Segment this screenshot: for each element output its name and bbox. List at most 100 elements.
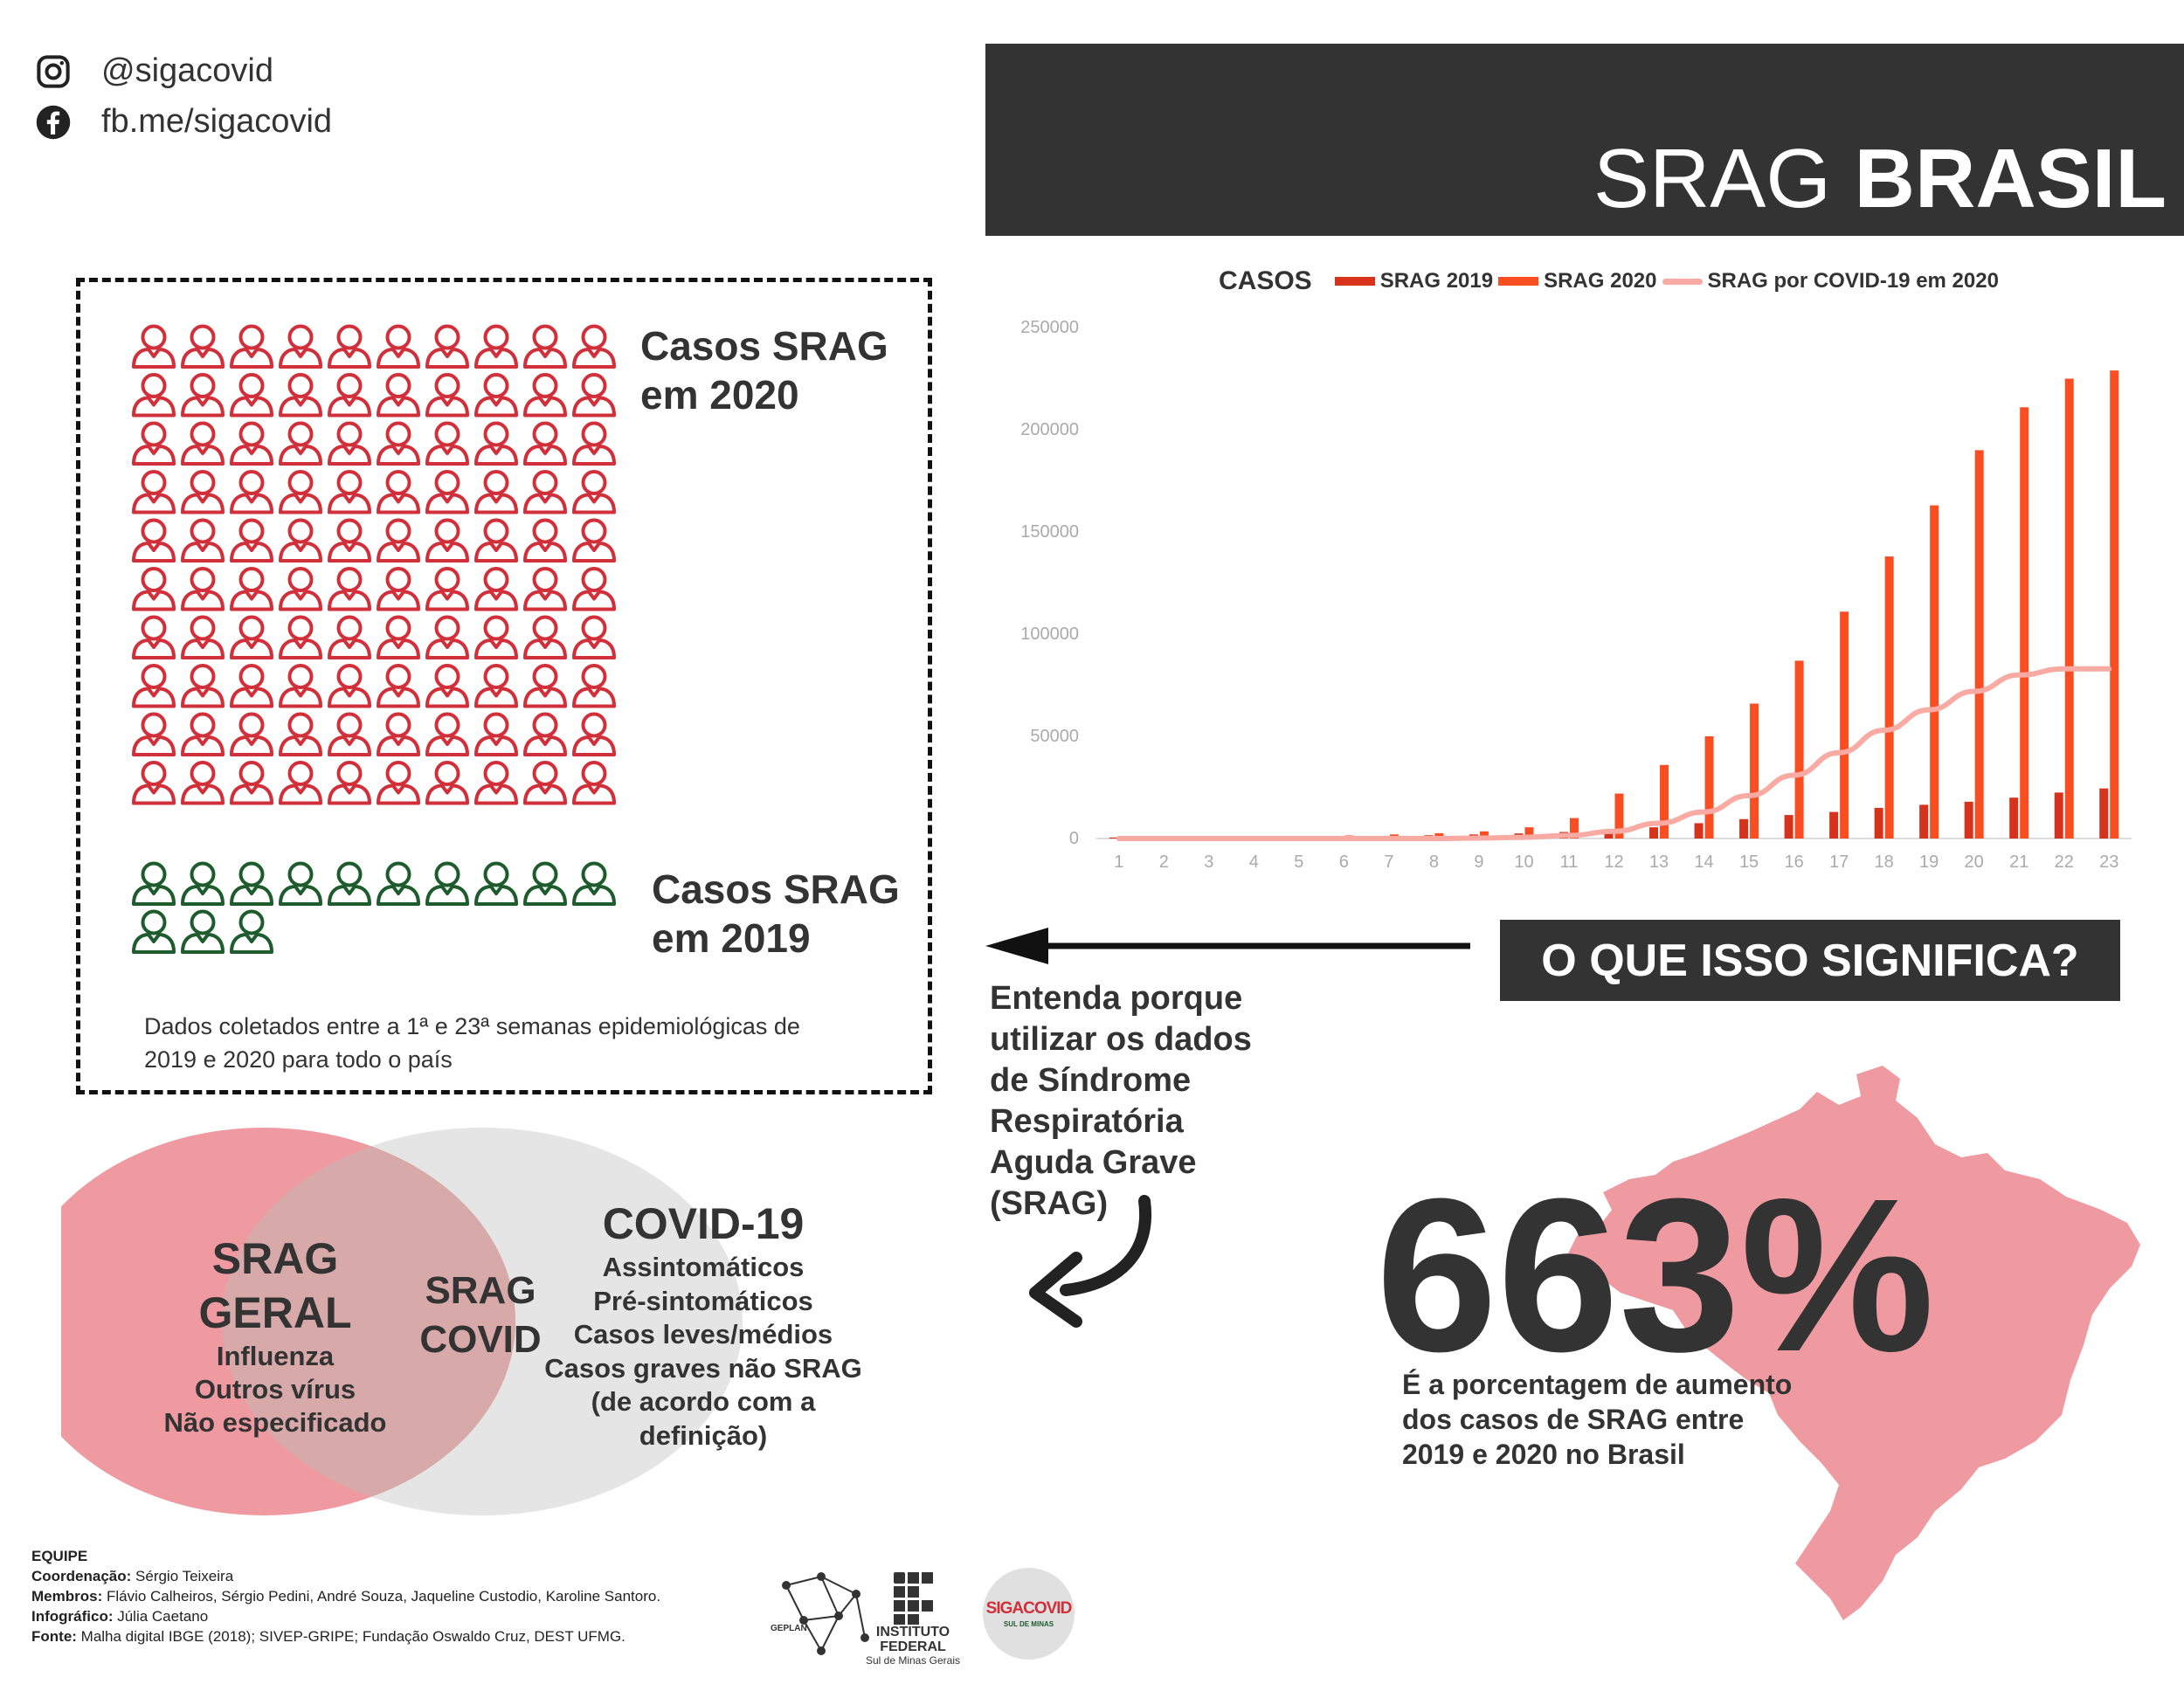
- srag-2020-person-icon: [132, 470, 176, 514]
- bar-srag-2020: [1660, 764, 1669, 839]
- footer-members: Membros: Flávio Calheiros, Sérgio Pedini…: [31, 1586, 660, 1606]
- srag-2019-person-icon: [377, 861, 420, 906]
- srag-2020-person-icon: [523, 421, 567, 466]
- srag-2020-person-icon: [279, 470, 322, 514]
- srag-2020-person-icon: [474, 664, 518, 708]
- srag-2020-person-icon: [132, 664, 176, 708]
- facebook-handle[interactable]: fb.me/sigacovid: [35, 103, 332, 141]
- venn-item: Pré-sintomáticos: [593, 1285, 813, 1316]
- bar-srag-2020: [1569, 818, 1579, 839]
- srag-2020-person-icon: [377, 761, 420, 805]
- percent-desc-line2: dos casos de SRAG entre: [1402, 1404, 1745, 1435]
- bar-srag-2020: [2020, 407, 2029, 839]
- bar-srag-2020: [1794, 660, 1804, 839]
- bar-srag-2019: [1829, 811, 1839, 839]
- venn-item: Casos graves não SRAG: [544, 1352, 862, 1384]
- venn-center-text: SRAG COVID: [411, 1267, 550, 1364]
- footer-source: Fonte: Malha digital IBGE (2018); SIVEP-…: [31, 1626, 660, 1646]
- srag-2020-person-icon: [425, 712, 469, 756]
- srag-2020-person-icon: [474, 712, 518, 756]
- data-note-line1: Dados coletados entre a 1ª e 23ª semanas…: [144, 1013, 800, 1039]
- srag-2020-person-icon: [328, 324, 371, 369]
- legend-swatch-2019: [1334, 277, 1375, 286]
- x-tick-label: 11: [1560, 852, 1579, 872]
- bar-srag-2020: [2064, 378, 2074, 839]
- bar-srag-2020: [1704, 736, 1714, 839]
- question-text: O QUE ISSO SIGNIFICA?: [1541, 935, 2079, 986]
- x-tick-label: 6: [1339, 852, 1349, 872]
- legend-label-covid: SRAG por COVID-19 em 2020: [1707, 269, 1999, 293]
- srag-2020-person-icon: [181, 518, 225, 563]
- geplan-logo: GEPLAN: [771, 1572, 869, 1655]
- percent-value: 663%: [1376, 1153, 1935, 1397]
- venn-item: Casos leves/médios: [573, 1319, 833, 1349]
- venn-right-items: Assintomáticos Pré-sintomáticos Casos leve…: [542, 1251, 865, 1453]
- srag-2020-person-icon: [425, 761, 469, 805]
- venn-center-line1: SRAG: [425, 1269, 536, 1312]
- srag-2020-person-icon: [230, 324, 273, 369]
- srag-2020-person-icon: [377, 373, 420, 418]
- percent-desc-line1: É a porcentagem de aumento: [1402, 1369, 1793, 1400]
- legend-swatch-2020: [1498, 277, 1539, 286]
- footer-info-value: Júlia Caetano: [113, 1608, 209, 1625]
- srag-2020-person-icon: [279, 664, 322, 708]
- srag-2020-person-icon: [523, 518, 567, 563]
- instagram-handle[interactable]: @sigacovid: [35, 52, 273, 90]
- footer-members-label: Membros:: [31, 1588, 103, 1605]
- bar-srag-2019: [1874, 807, 1883, 839]
- srag-2020-person-icon: [181, 373, 225, 418]
- legend-item-covid: SRAG por COVID-19 em 2020: [1662, 269, 1999, 293]
- label-2019: Casos SRAG em 2019: [652, 865, 900, 963]
- venn-left-text: SRAG GERAL Influenza Outros vírus Não espe…: [131, 1232, 419, 1439]
- brazil-map: [1568, 1066, 2140, 1620]
- sigacovid-logo-part2: COVID: [1023, 1599, 1072, 1618]
- srag-2019-person-icon: [328, 861, 371, 906]
- pictogram-grid: [132, 324, 616, 954]
- srag-2020-person-icon: [425, 615, 469, 659]
- srag-2020-person-icon: [425, 421, 469, 466]
- srag-2020-person-icon: [279, 324, 322, 369]
- footer-credits: EQUIPE Coordenação: Sérgio Teixeira Memb…: [31, 1546, 660, 1646]
- srag-2020-person-icon: [377, 567, 420, 611]
- facebook-icon: [36, 105, 71, 139]
- venn-item: definição): [639, 1419, 768, 1451]
- srag-2020-person-icon: [572, 470, 616, 514]
- bar-srag-2020: [1884, 556, 1894, 839]
- srag-2019-person-icon: [230, 909, 273, 954]
- srag-2019-person-icon: [181, 909, 225, 954]
- srag-2020-person-icon: [523, 664, 567, 708]
- title-bold: BRASIL: [1854, 132, 2167, 225]
- geplan-text: GEPLAN: [771, 1624, 807, 1633]
- srag-2020-person-icon: [279, 518, 322, 563]
- srag-2020-person-icon: [572, 567, 616, 611]
- srag-2020-person-icon: [279, 567, 322, 611]
- srag-2020-person-icon: [425, 567, 469, 611]
- srag-2019-person-icon: [425, 861, 469, 906]
- footer-coord-label: Coordenação:: [31, 1568, 132, 1584]
- srag-2020-person-icon: [132, 567, 176, 611]
- bar-srag-2020: [1930, 505, 1939, 839]
- bar-srag-2020: [2110, 370, 2119, 839]
- srag-2020-person-icon: [523, 761, 567, 805]
- explain-line: Entenda porque: [990, 980, 1243, 1017]
- sigacovid-logo-subtitle: SUL DE MINAS: [1003, 1620, 1054, 1628]
- header-bar: SRAG BRASIL: [985, 44, 2184, 236]
- srag-2020-person-icon: [230, 712, 273, 756]
- srag-2020-person-icon: [425, 664, 469, 708]
- srag-2019-person-icon: [572, 861, 616, 906]
- srag-2020-person-icon: [279, 373, 322, 418]
- chart-legend: CASOS SRAG 2019 SRAG 2020 SRAG por COVID…: [1219, 266, 2004, 296]
- x-tick-label: 3: [1204, 852, 1213, 872]
- srag-2019-person-icon: [132, 861, 176, 906]
- srag-2020-person-icon: [181, 470, 225, 514]
- title-light: SRAG: [1593, 132, 1855, 225]
- explain-line: utilizar os dados: [990, 1021, 1252, 1058]
- srag-2020-person-icon: [572, 421, 616, 466]
- page-title: SRAG BRASIL: [1593, 131, 2167, 227]
- srag-2020-person-icon: [181, 761, 225, 805]
- x-tick-label: 4: [1249, 852, 1259, 872]
- x-tick-label: 16: [1784, 852, 1803, 872]
- srag-2020-person-icon: [474, 373, 518, 418]
- bar-srag-2020: [1614, 793, 1624, 839]
